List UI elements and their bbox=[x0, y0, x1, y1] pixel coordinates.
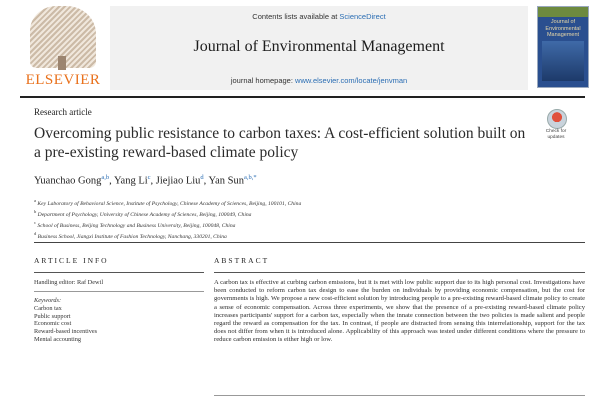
abstract-divider bbox=[214, 272, 585, 273]
homepage-link[interactable]: www.elsevier.com/locate/jenvman bbox=[295, 76, 408, 85]
cover-image bbox=[542, 41, 584, 81]
article-info-heading: ARTICLE INFO bbox=[34, 256, 109, 265]
affiliation: b Department of Psychology, University o… bbox=[34, 208, 574, 219]
keyword: Mental accounting bbox=[34, 335, 82, 343]
tree-trunk bbox=[58, 56, 66, 70]
homepage-prefix: journal homepage: bbox=[230, 76, 293, 85]
author-separator: , bbox=[203, 175, 209, 187]
affiliation: a Key Laboratory of Behavioral Science, … bbox=[34, 197, 574, 208]
cover-title: Journal of Environmental Management bbox=[545, 19, 581, 39]
author-separator: , bbox=[109, 175, 114, 187]
journal-cover[interactable]: Journal of Environmental Management bbox=[537, 6, 589, 88]
publisher-name: ELSEVIER bbox=[25, 72, 101, 88]
author-name[interactable]: Yuanchao Gong bbox=[34, 175, 102, 187]
abstract-bottom-divider bbox=[214, 395, 585, 396]
author-name[interactable]: Jiejiao Liu bbox=[155, 175, 201, 187]
keyword: Economic cost bbox=[34, 320, 72, 328]
author-affil-marker[interactable]: a,b bbox=[101, 174, 110, 181]
homepage-line: journal homepage: www.elsevier.com/locat… bbox=[110, 76, 528, 85]
affiliations: a Key Laboratory of Behavioral Science, … bbox=[34, 197, 574, 241]
keywords-list: Carbon tax Public support Economic cost … bbox=[34, 305, 97, 344]
author-list: Yuanchao Gonga,b, Yang Lic, Jiejiao Liud… bbox=[34, 174, 257, 187]
affiliation: c School of Business, Beijing Technology… bbox=[34, 219, 574, 230]
keyword: Reward-based incentives bbox=[34, 328, 98, 336]
keywords-divider bbox=[34, 291, 204, 292]
sciencedirect-link[interactable]: ScienceDirect bbox=[339, 12, 386, 21]
keyword: Carbon tax bbox=[34, 305, 62, 312]
abstract-heading: ABSTRACT bbox=[214, 256, 270, 265]
journal-title[interactable]: Journal of Environmental Management bbox=[193, 38, 445, 55]
affiliation-text: Business School, Jiangxi Institute of Fa… bbox=[37, 234, 227, 241]
keyword: Public support bbox=[34, 312, 71, 320]
affiliation-key: d bbox=[34, 231, 37, 237]
header-divider bbox=[20, 96, 585, 98]
contents-line: Contents lists available at ScienceDirec… bbox=[110, 12, 528, 21]
author-separator: , bbox=[150, 175, 156, 187]
author-name[interactable]: Yan Sun bbox=[208, 175, 244, 187]
author-affil-marker[interactable]: a,b,* bbox=[243, 174, 257, 181]
keywords-label: Keywords: bbox=[34, 297, 62, 304]
check-updates-icon bbox=[547, 109, 567, 129]
check-updates-label: Check for updates bbox=[545, 129, 567, 140]
contents-prefix: Contents lists available at bbox=[252, 12, 338, 21]
affiliation-text: School of Business, Beijing Technology a… bbox=[37, 222, 236, 229]
abstract-body: A carbon tax is effective at curbing car… bbox=[214, 279, 585, 344]
affiliation-key: b bbox=[34, 209, 37, 215]
affiliation: d Business School, Jiangxi Institute of … bbox=[34, 230, 574, 241]
handling-editor: Handling editor: Raf Dewil bbox=[34, 279, 104, 286]
check-for-updates-button[interactable]: Check for updates bbox=[538, 109, 574, 145]
article-info-divider bbox=[34, 272, 204, 273]
author-affil-marker[interactable]: c bbox=[147, 174, 151, 181]
author-name[interactable]: Yang Li bbox=[114, 175, 148, 187]
article-type: Research article bbox=[34, 107, 92, 117]
author-affil-marker[interactable]: d bbox=[200, 174, 204, 181]
affiliation-text: Key Laboratory of Behavioral Science, In… bbox=[37, 200, 302, 207]
article-title: Overcoming public resistance to carbon t… bbox=[34, 125, 526, 161]
affiliation-text: Department of Psychology, University of … bbox=[37, 211, 252, 218]
elsevier-logo[interactable]: ELSEVIER bbox=[20, 6, 106, 88]
section-divider bbox=[34, 242, 585, 243]
cover-strip bbox=[538, 7, 588, 17]
affiliation-key: a bbox=[34, 198, 36, 203]
journal-header: Contents lists available at ScienceDirec… bbox=[110, 6, 528, 90]
affiliation-key: c bbox=[34, 220, 36, 226]
